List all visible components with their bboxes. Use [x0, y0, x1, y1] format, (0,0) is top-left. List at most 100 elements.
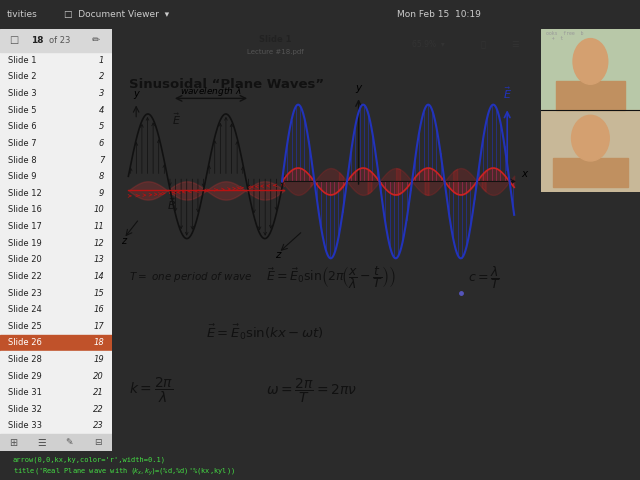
Text: $k = \dfrac{2\pi}{\lambda}$: $k = \dfrac{2\pi}{\lambda}$	[129, 376, 173, 405]
Text: 22: 22	[93, 405, 104, 414]
Text: ☰: ☰	[511, 40, 518, 49]
Bar	[0, 102, 112, 119]
Bar	[0, 69, 112, 85]
Text: $\vec{E} = \vec{E}_0\sin\!\left(2\pi\!\left(\dfrac{x}{\lambda} - \dfrac{t}{T}\ri: $\vec{E} = \vec{E}_0\sin\!\left(2\pi\!\l…	[266, 264, 396, 290]
Text: arrow(0,0,kx,ky,color='r',width=0.1): arrow(0,0,kx,ky,color='r',width=0.1)	[13, 456, 166, 463]
Text: Slide 5: Slide 5	[8, 106, 36, 115]
Text: 10: 10	[93, 205, 104, 215]
Bar	[0, 285, 112, 301]
Ellipse shape	[572, 115, 609, 161]
Text: y: y	[355, 83, 362, 93]
Text: 16: 16	[93, 305, 104, 314]
Text: 65.9%  ▾: 65.9% ▾	[412, 40, 445, 49]
Text: +  t: + t	[546, 36, 563, 41]
Text: Slide 12: Slide 12	[8, 189, 42, 198]
Text: Lecture #18.pdf: Lecture #18.pdf	[246, 49, 303, 55]
Text: 15: 15	[93, 288, 104, 298]
Text: 7: 7	[99, 156, 104, 165]
Bar	[0, 185, 112, 202]
Bar	[0, 252, 112, 268]
Bar	[0, 168, 112, 185]
Text: 19: 19	[93, 355, 104, 364]
Text: z: z	[122, 236, 127, 246]
Text: Slide 32: Slide 32	[8, 405, 42, 414]
Text: Slide 3: Slide 3	[8, 89, 36, 98]
Text: 8: 8	[99, 172, 104, 181]
Text: Slide 1: Slide 1	[259, 35, 291, 44]
Text: Slide 7: Slide 7	[8, 139, 36, 148]
Text: Slide 16: Slide 16	[8, 205, 42, 215]
Text: x: x	[521, 169, 527, 180]
Bar	[553, 158, 628, 187]
Text: $\vec{E} = \vec{E}_0\sin(kx - \omega t)$: $\vec{E} = \vec{E}_0\sin(kx - \omega t)$	[206, 322, 324, 342]
Bar	[0, 152, 112, 168]
Text: 6: 6	[99, 139, 104, 148]
Text: $T=$ one period of wave: $T=$ one period of wave	[129, 270, 253, 284]
Text: Slide 20: Slide 20	[8, 255, 42, 264]
Text: ✎: ✎	[66, 438, 73, 447]
Text: z: z	[275, 250, 280, 260]
Bar	[0, 401, 112, 418]
Text: $\vec{E}$: $\vec{E}$	[502, 85, 511, 101]
Text: Sinusoidal “Plane Waves”: Sinusoidal “Plane Waves”	[129, 78, 324, 91]
Text: $\vec{B}$: $\vec{B}$	[167, 196, 176, 212]
Text: 17: 17	[93, 322, 104, 331]
Text: ✏: ✏	[92, 36, 100, 46]
Text: 20: 20	[93, 372, 104, 381]
Bar	[0, 434, 112, 451]
Bar	[0, 135, 112, 152]
Bar	[0, 318, 112, 335]
Text: Slide 33: Slide 33	[8, 421, 42, 431]
Text: 13: 13	[93, 255, 104, 264]
Text: $\omega = \dfrac{2\pi}{T} = 2\pi\nu$: $\omega = \dfrac{2\pi}{T} = 2\pi\nu$	[266, 376, 358, 405]
Bar	[0, 235, 112, 252]
Text: 21: 21	[93, 388, 104, 397]
Text: Slide 9: Slide 9	[8, 172, 36, 181]
Text: 9: 9	[99, 189, 104, 198]
Text: Mon Feb 15  10:19: Mon Feb 15 10:19	[397, 10, 481, 19]
Text: title('Real Plane wave with $(k_x,k_y)$=(%d,%d)'%(kx,kyl)): title('Real Plane wave with $(k_x,k_y)$=…	[13, 467, 235, 479]
Text: y: y	[133, 89, 139, 99]
Ellipse shape	[573, 38, 608, 84]
Bar	[541, 29, 640, 110]
Text: 14: 14	[93, 272, 104, 281]
Text: Slide 24: Slide 24	[8, 305, 42, 314]
Text: ☰: ☰	[37, 438, 46, 448]
Text: □: □	[9, 36, 18, 46]
Text: Slide 31: Slide 31	[8, 388, 42, 397]
Bar	[0, 202, 112, 218]
Bar	[0, 418, 112, 434]
Text: Slide 17: Slide 17	[8, 222, 42, 231]
Bar	[0, 384, 112, 401]
Text: ⊞: ⊞	[10, 438, 17, 448]
Text: Slide 26: Slide 26	[8, 338, 42, 348]
Bar	[0, 85, 112, 102]
Text: 4: 4	[99, 106, 104, 115]
Bar	[0, 119, 112, 135]
Text: Slide 25: Slide 25	[8, 322, 42, 331]
Text: 🔍: 🔍	[481, 40, 486, 49]
Text: Slide 8: Slide 8	[8, 156, 36, 165]
Text: $c = \dfrac{\lambda}{T}$: $c = \dfrac{\lambda}{T}$	[468, 264, 500, 290]
Text: 1: 1	[99, 56, 104, 65]
Text: 18: 18	[31, 36, 44, 45]
Text: ooks  free  b: ooks free b	[546, 31, 583, 36]
Text: 3: 3	[99, 89, 104, 98]
Bar	[0, 301, 112, 318]
Text: Slide 1: Slide 1	[8, 56, 36, 65]
Text: $\vec{E}$: $\vec{E}$	[172, 111, 181, 127]
Bar	[556, 81, 625, 110]
Text: tivities: tivities	[6, 10, 37, 19]
Text: 5: 5	[99, 122, 104, 132]
Text: □  Document Viewer  ▾: □ Document Viewer ▾	[64, 10, 169, 19]
Text: wavelength $\lambda$: wavelength $\lambda$	[180, 84, 242, 97]
Text: Slide 22: Slide 22	[8, 272, 42, 281]
Bar	[0, 29, 112, 52]
Text: 12: 12	[93, 239, 104, 248]
Text: Slide 6: Slide 6	[8, 122, 36, 132]
Text: Slide 2: Slide 2	[8, 72, 36, 82]
Bar	[0, 368, 112, 384]
Bar	[0, 268, 112, 285]
Text: Slide 23: Slide 23	[8, 288, 42, 298]
Bar	[0, 218, 112, 235]
